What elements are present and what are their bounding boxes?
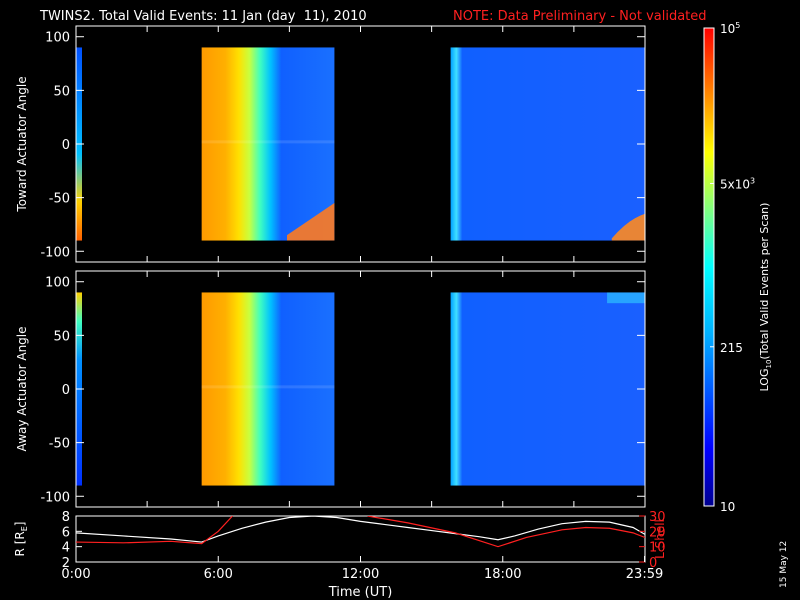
orbit-plot-area xyxy=(76,516,645,548)
heatmap-block xyxy=(450,47,645,241)
heatmap-warm-corner xyxy=(287,203,335,241)
lshell-series-line xyxy=(76,516,233,545)
r-axis-label: R [RE] xyxy=(13,522,29,557)
x-tick-label: 23:59 xyxy=(626,567,663,582)
y2-tick-label: 0 xyxy=(649,556,657,571)
preliminary-note: NOTE: Data Preliminary - Not validated xyxy=(453,9,707,24)
lshell-axis-label: L Shell xyxy=(653,519,667,559)
heatmap-band xyxy=(201,140,335,144)
toward-panel: 100 50 0 -50 -100 Toward Actuator Angle xyxy=(15,25,646,263)
orbit-axes-box xyxy=(75,515,646,563)
y-tick-label: 100 xyxy=(45,31,70,46)
away-panel: 100 50 0 -50 -100 Away Actuator Angle xyxy=(15,270,646,508)
x-tick-label: 6:00 xyxy=(204,567,233,582)
heatmap-block xyxy=(201,292,335,486)
heatmap-edge-shade xyxy=(607,292,645,304)
y-tick-label: 8 xyxy=(62,510,70,525)
y-axis-label: Away Actuator Angle xyxy=(15,326,29,451)
colorbar-label: LOG10(Total Valid Events per Scan) xyxy=(758,203,773,392)
y-axis-label: Toward Actuator Angle xyxy=(15,76,29,212)
heatmap-block xyxy=(201,47,335,241)
y-tick-label: 4 xyxy=(62,541,70,556)
y-tick-label: 100 xyxy=(45,276,70,291)
colorbar-tick-label: 5x103 xyxy=(720,176,755,191)
heatmap-warm-corner xyxy=(611,213,645,241)
x-tick-label: 12:00 xyxy=(342,567,379,582)
heatmap-band xyxy=(201,385,335,389)
heatmap-block xyxy=(450,292,645,486)
y2-tick-label: 20 xyxy=(649,525,666,540)
colorbar: 105 5x103 215 10 LOG10(Total Valid Events pe… xyxy=(703,21,773,514)
x-tick-label: 18:00 xyxy=(484,567,521,582)
y-tick-label: 50 xyxy=(53,329,70,344)
y-tick-label: 6 xyxy=(62,525,70,540)
y-tick-label: 2 xyxy=(62,556,70,571)
date-stamp: 15 May 12 xyxy=(779,541,789,588)
colorbar-tick-label: 10 xyxy=(720,500,735,514)
colorbar-tick-label: 105 xyxy=(720,21,740,36)
y2-tick-label: 10 xyxy=(649,541,666,556)
lshell-series-line xyxy=(367,516,645,548)
y-tick-label: 50 xyxy=(53,84,70,99)
y-tick-label: -50 xyxy=(49,192,70,207)
figure-title: TWINS2. Total Valid Events: 11 Jan (day … xyxy=(39,9,367,24)
r-series-line xyxy=(76,516,645,543)
x-axis-label: Time (UT) xyxy=(328,585,393,600)
x-tick-label: 0:00 xyxy=(61,567,90,582)
y-tick-label: -50 xyxy=(49,437,70,452)
y2-tick-label: 30 xyxy=(649,510,666,525)
colorbar-gradient xyxy=(703,27,715,507)
y-tick-label: 0 xyxy=(62,138,70,153)
y-tick-label: -100 xyxy=(40,245,70,260)
colorbar-tick-label: 215 xyxy=(720,341,743,355)
y-tick-label: -100 xyxy=(40,490,70,505)
y-tick-label: 0 xyxy=(62,383,70,398)
